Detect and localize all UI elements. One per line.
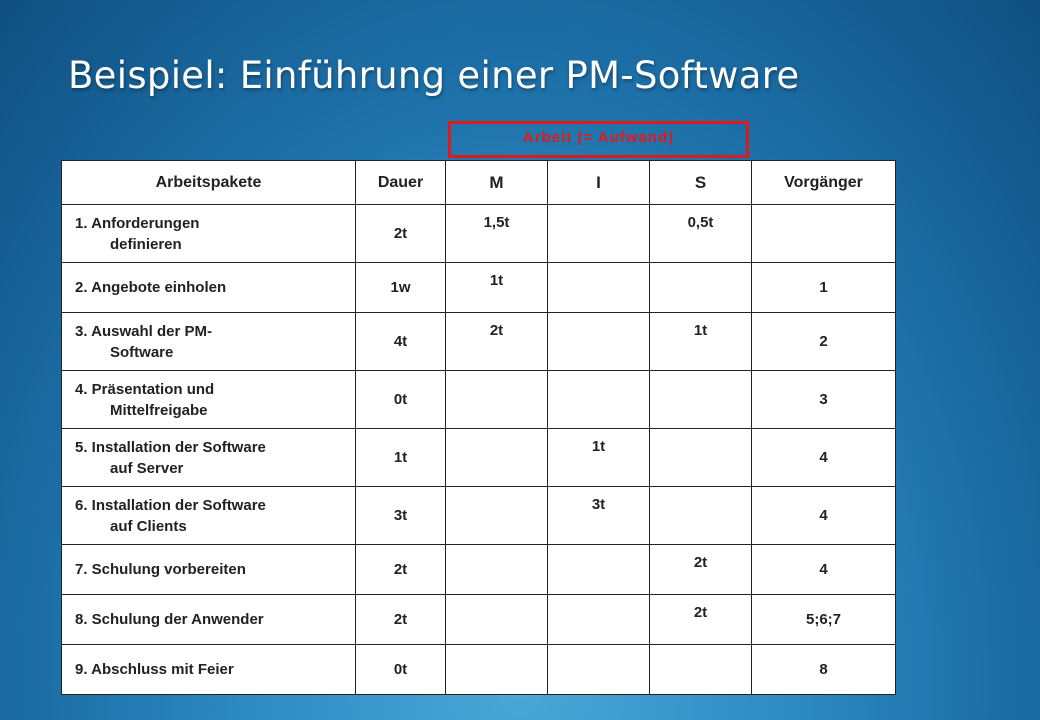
cell-i [547, 312, 650, 371]
arbeitspaket-line2: auf Clients [110, 517, 187, 535]
cell-arbeitspaket: 9. Abschluss mit Feier [61, 644, 356, 695]
cell-dauer: 1w [355, 262, 446, 313]
cell-arbeitspaket: 7. Schulung vorbereiten [61, 544, 356, 595]
cell-s [649, 262, 752, 313]
cell-dauer: 0t [355, 370, 446, 429]
header-dauer: Dauer [355, 160, 446, 205]
cell-i [547, 370, 650, 429]
cell-m: 2t [445, 312, 548, 371]
arbeitspaket-line2: definieren [110, 235, 182, 253]
cell-s: 2t [649, 594, 752, 645]
table-row: 7. Schulung vorbereiten 2t 2t 4 [61, 544, 896, 595]
table-row: 9. Abschluss mit Feier 0t 8 [61, 644, 896, 695]
work-package-table: Arbeitspakete Dauer M I S Vorgänger 1. A… [61, 160, 896, 695]
cell-i: 1t [547, 428, 650, 487]
cell-arbeitspaket: 2. Angebote einholen [61, 262, 356, 313]
cell-i [547, 204, 650, 263]
cell-dauer: 0t [355, 644, 446, 695]
header-m: M [445, 160, 548, 205]
arbeitspaket-line1: 4. Präsentation und [75, 380, 215, 398]
cell-vorgaenger: 8 [751, 644, 896, 695]
table-row: 6. Installation der Software auf Clients 3… [61, 486, 896, 545]
header-vorgaenger: Vorgänger [751, 160, 896, 205]
arbeitspaket-line1: 6. Installation der Software [75, 496, 266, 514]
arbeitspaket-line1: 3. Auswahl der PM- [75, 322, 212, 340]
arbeitspaket-line1: 5. Installation der Software [75, 438, 266, 456]
arbeitspaket-line2: auf Server [110, 459, 184, 477]
cell-vorgaenger: 4 [751, 428, 896, 487]
cell-vorgaenger [751, 204, 896, 263]
cell-dauer: 2t [355, 544, 446, 595]
cell-s: 1t [649, 312, 752, 371]
cell-vorgaenger: 1 [751, 262, 896, 313]
table-row: 1. Anforderungen definieren 2t 1,5t 0,5t [61, 204, 896, 263]
cell-vorgaenger: 3 [751, 370, 896, 429]
cell-m [445, 544, 548, 595]
cell-i [547, 644, 650, 695]
cell-dauer: 2t [355, 594, 446, 645]
cell-i [547, 544, 650, 595]
cell-s: 0,5t [649, 204, 752, 263]
cell-arbeitspaket: 4. Präsentation und Mittelfreigabe [61, 370, 356, 429]
arbeitspaket-line1: 1. Anforderungen [75, 214, 200, 232]
cell-m [445, 594, 548, 645]
cell-s [649, 370, 752, 429]
cell-arbeitspaket: 8. Schulung der Anwender [61, 594, 356, 645]
cell-m: 1,5t [445, 204, 548, 263]
slide-title: Beispiel: Einführung einer PM-Software [68, 54, 800, 97]
cell-m [445, 486, 548, 545]
cell-i [547, 262, 650, 313]
cell-arbeitspaket: 1. Anforderungen definieren [61, 204, 356, 263]
table-row: 8. Schulung der Anwender 2t 2t 5;6;7 [61, 594, 896, 645]
header-i: I [547, 160, 650, 205]
arbeitspaket-line1: 2. Angebote einholen [75, 279, 227, 296]
arbeitspaket-line1: 9. Abschluss mit Feier [75, 661, 234, 678]
cell-dauer: 1t [355, 428, 446, 487]
arbeitspaket-line1: 8. Schulung der Anwender [75, 611, 264, 628]
cell-vorgaenger: 4 [751, 544, 896, 595]
cell-m [445, 428, 548, 487]
cell-arbeitspaket: 5. Installation der Software auf Server [61, 428, 356, 487]
cell-dauer: 2t [355, 204, 446, 263]
table-row: 2. Angebote einholen 1w 1t 1 [61, 262, 896, 313]
table-row: 3. Auswahl der PM- Software 4t 2t 1t 2 [61, 312, 896, 371]
cell-vorgaenger: 4 [751, 486, 896, 545]
table-header-row: Arbeitspakete Dauer M I S Vorgänger [61, 160, 896, 205]
cell-arbeitspaket: 6. Installation der Software auf Clients [61, 486, 356, 545]
cell-m [445, 644, 548, 695]
arbeitspaket-line2: Software [110, 343, 174, 361]
cell-dauer: 4t [355, 312, 446, 371]
cell-dauer: 3t [355, 486, 446, 545]
cell-s [649, 428, 752, 487]
header-arbeitspakete: Arbeitspakete [61, 160, 356, 205]
arbeitspaket-line1: 7. Schulung vorbereiten [75, 561, 246, 578]
cell-vorgaenger: 5;6;7 [751, 594, 896, 645]
cell-s [649, 486, 752, 545]
table-row: 5. Installation der Software auf Server 1t… [61, 428, 896, 487]
arbeitspaket-line2: Mittelfreigabe [110, 401, 208, 419]
cell-i [547, 594, 650, 645]
cell-i: 3t [547, 486, 650, 545]
cell-m [445, 370, 548, 429]
table-row: 4. Präsentation und Mittelfreigabe 0t 3 [61, 370, 896, 429]
header-s: S [649, 160, 752, 205]
effort-annotation-box: Arbeit (= Aufwand) [448, 121, 749, 158]
cell-m: 1t [445, 262, 548, 313]
cell-s [649, 644, 752, 695]
cell-s: 2t [649, 544, 752, 595]
cell-arbeitspaket: 3. Auswahl der PM- Software [61, 312, 356, 371]
cell-vorgaenger: 2 [751, 312, 896, 371]
